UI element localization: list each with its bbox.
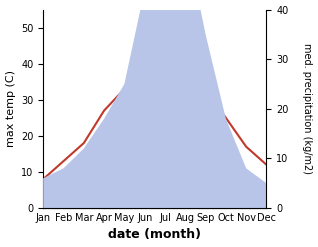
X-axis label: date (month): date (month) xyxy=(108,228,201,242)
Y-axis label: med. precipitation (kg/m2): med. precipitation (kg/m2) xyxy=(302,43,313,174)
Y-axis label: max temp (C): max temp (C) xyxy=(5,70,16,147)
